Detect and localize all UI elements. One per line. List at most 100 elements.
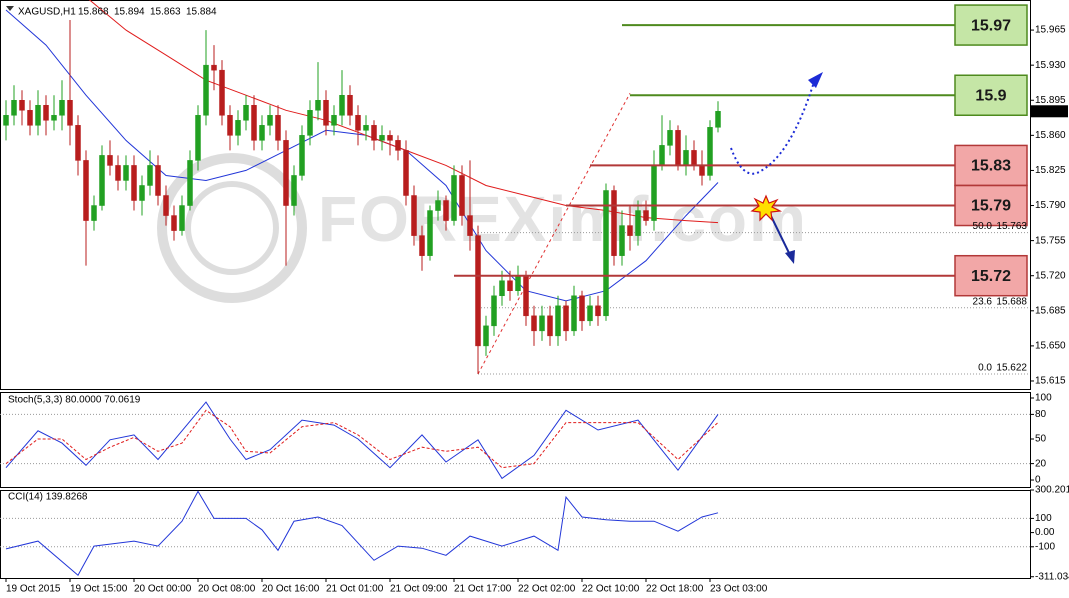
candle-body — [675, 130, 681, 166]
candle-body — [51, 115, 57, 121]
fib-label: 0.0 — [978, 363, 992, 374]
x-tick-label: 21 Oct 01:00 — [326, 584, 384, 595]
candle-body — [155, 165, 161, 196]
candle-body — [219, 69, 225, 116]
candle-body — [299, 135, 305, 176]
candle-body — [259, 125, 265, 141]
candle-body — [323, 100, 329, 126]
y-tick-label: 100 — [1035, 513, 1052, 524]
candle-body — [531, 315, 537, 332]
fib-label: 23.6 — [973, 296, 993, 307]
candle-body — [187, 160, 193, 206]
fib-value: 15.763 — [996, 221, 1027, 232]
candle-body — [707, 127, 713, 176]
cci-plot — [0, 490, 1030, 576]
menu-triangle — [6, 6, 14, 11]
candle-body — [539, 315, 545, 332]
candle-body — [195, 115, 201, 161]
candle-body — [315, 100, 321, 111]
candle-body — [283, 140, 289, 206]
x-tick-label: 19 Oct 2015 — [6, 584, 61, 595]
candle-body — [459, 175, 465, 216]
x-tick-label: 20 Oct 08:00 — [198, 584, 256, 595]
candle-body — [83, 160, 89, 221]
candle-body — [451, 175, 457, 221]
candle-body — [491, 295, 497, 327]
level-box — [954, 144, 1028, 187]
fib-value: 15.688 — [996, 296, 1027, 307]
y-tick-label: 0 — [1035, 475, 1041, 486]
stoch-title: Stoch(5,3,3) 80.0000 70.0619 — [8, 395, 141, 406]
candle-body — [347, 94, 353, 116]
candle-body — [59, 100, 65, 116]
price-marker-label: 15.884 — [1034, 106, 1065, 117]
candle-body — [443, 200, 449, 221]
candle-body — [635, 210, 641, 236]
candle-body — [395, 140, 401, 151]
candle-body — [275, 115, 281, 141]
indicator-line — [5, 401, 719, 480]
last-close: 15.884 — [186, 7, 217, 18]
arrow-head — [808, 72, 823, 88]
stoch-plot — [0, 401, 1030, 480]
stoch-panel — [0, 392, 1031, 488]
candle-body — [131, 165, 137, 201]
candle-body — [179, 205, 185, 231]
y-tick-label: 15.685 — [1035, 305, 1066, 316]
price-marker — [1031, 105, 1068, 118]
candle-body — [115, 165, 121, 181]
y-tick-label: 15.650 — [1035, 341, 1066, 352]
main-panel — [0, 0, 1031, 390]
candle-body — [67, 100, 73, 126]
candle-body — [107, 155, 113, 166]
candle-body — [99, 155, 105, 206]
candle-body — [331, 115, 337, 126]
candle-body — [203, 64, 209, 116]
level-box — [954, 184, 1028, 227]
candle-body — [339, 94, 345, 116]
x-tick-label: 20 Oct 00:00 — [134, 584, 192, 595]
candle-body — [227, 115, 233, 136]
y-tick-label: 15.790 — [1035, 200, 1066, 211]
candle-body — [523, 275, 529, 317]
candle-body — [235, 120, 241, 136]
level-box — [954, 254, 1028, 297]
x-tick-label: 22 Oct 02:00 — [518, 584, 576, 595]
candle-body — [627, 225, 633, 236]
x-tick-label: 22 Oct 18:00 — [646, 584, 704, 595]
x-tick-label: 20 Oct 16:00 — [262, 584, 320, 595]
candle-body — [691, 150, 697, 166]
x-tick-label: 21 Oct 09:00 — [390, 584, 448, 595]
y-tick-label: 0.00 — [1035, 527, 1055, 538]
candle-body — [171, 215, 177, 231]
y-tick-label: 15.965 — [1035, 25, 1066, 36]
candle-body — [75, 125, 81, 161]
candle-body — [579, 295, 585, 322]
candle-body — [251, 105, 257, 141]
candle-body — [715, 111, 721, 128]
main-plot: 15.97 15.9 15.83 15.79 15.72 — [3, 0, 1028, 375]
forecast-arrows — [730, 72, 823, 264]
x-tick-label: 22 Oct 10:00 — [582, 584, 640, 595]
candle-body — [147, 165, 153, 186]
candle-body — [651, 165, 657, 221]
candle-body — [499, 280, 505, 297]
arrow-head — [785, 250, 795, 264]
y-tick-label: 100 — [1035, 393, 1052, 404]
cci-title: CCI(14) 139.8268 — [8, 492, 88, 503]
candle-body — [507, 280, 513, 291]
candle-body — [411, 195, 417, 236]
candle-body — [435, 200, 441, 211]
candle-body — [123, 165, 129, 181]
y-tick-label: 15.930 — [1035, 60, 1066, 71]
candle-body — [379, 135, 385, 141]
cci-panel — [0, 490, 1031, 579]
candle-body — [483, 325, 489, 347]
level-label: 15.9 — [975, 87, 1006, 104]
candle-body — [555, 305, 561, 337]
level-box — [954, 4, 1028, 46]
level-label: 15.72 — [971, 268, 1011, 285]
candle-body — [595, 305, 601, 317]
